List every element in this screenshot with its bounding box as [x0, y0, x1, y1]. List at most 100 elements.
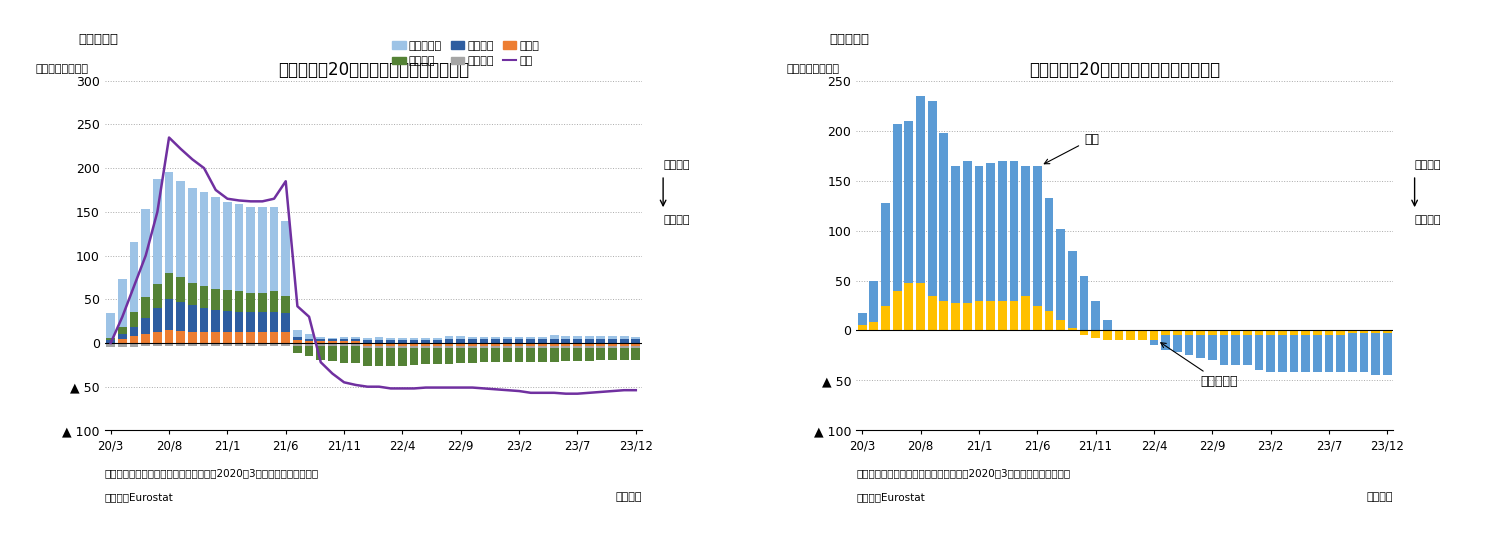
Bar [467, 345, 476, 348]
Bar [189, 331, 196, 343]
Bar [374, 345, 383, 348]
Bar [1219, 330, 1228, 365]
Bar [632, 343, 640, 345]
Bar [620, 343, 629, 345]
Bar [467, 343, 476, 345]
Bar [1371, 330, 1380, 334]
Bar [869, 280, 878, 330]
Bar [328, 341, 337, 343]
Bar [363, 338, 372, 341]
Bar [304, 338, 313, 341]
Bar [106, 341, 115, 343]
Bar [515, 339, 523, 343]
Bar [211, 310, 220, 332]
Bar [363, 341, 372, 343]
Bar [491, 343, 500, 345]
Bar [457, 345, 466, 348]
Bar [1091, 301, 1100, 330]
Bar [574, 348, 581, 362]
Bar [608, 348, 617, 360]
Bar [374, 348, 383, 366]
Bar [199, 286, 208, 308]
Bar [1010, 301, 1019, 330]
Text: 失業者減: 失業者減 [1414, 215, 1441, 225]
Bar [189, 188, 196, 282]
Bar [927, 101, 936, 330]
Bar [235, 343, 244, 345]
Bar [963, 161, 972, 330]
Bar [304, 341, 313, 343]
Bar [398, 343, 407, 345]
Bar [562, 345, 571, 348]
Bar [106, 338, 115, 341]
Bar [632, 337, 640, 339]
Bar [538, 348, 547, 362]
Bar [1278, 330, 1287, 336]
Bar [316, 339, 325, 341]
Bar [998, 301, 1007, 330]
Bar [1197, 330, 1204, 336]
Bar [433, 343, 442, 345]
Bar [526, 337, 535, 339]
Bar [515, 343, 523, 345]
Bar [141, 318, 150, 334]
Bar [1336, 330, 1345, 336]
Bar [1161, 330, 1170, 336]
Bar [352, 338, 360, 341]
Bar [270, 312, 279, 332]
Bar [1336, 330, 1345, 372]
Bar [881, 306, 890, 330]
Bar [927, 295, 936, 330]
Text: （注）季節調整値、「コロナショック（2020年3月）」からの累積人数: （注）季節調整値、「コロナショック（2020年3月）」からの累積人数 [857, 468, 1071, 478]
Bar [503, 337, 512, 339]
Bar [1149, 330, 1158, 345]
Bar [246, 332, 255, 343]
Bar [316, 345, 325, 359]
Bar [584, 336, 593, 338]
Bar [550, 345, 559, 348]
Bar [963, 302, 972, 330]
Bar [282, 343, 291, 345]
Bar [515, 348, 523, 362]
Bar [294, 341, 301, 343]
Bar [316, 341, 325, 343]
Bar [165, 173, 174, 273]
Bar [328, 338, 337, 339]
Bar [118, 334, 127, 338]
Bar [596, 348, 605, 360]
Bar [235, 312, 244, 332]
Bar [620, 336, 629, 338]
Bar [398, 345, 407, 348]
Bar [1231, 330, 1240, 365]
Bar [352, 341, 360, 343]
Bar [1103, 330, 1112, 341]
Bar [905, 121, 914, 330]
Bar [340, 341, 349, 343]
Bar [1173, 330, 1182, 352]
Bar [235, 332, 244, 343]
Bar [503, 348, 512, 362]
Bar [235, 204, 244, 292]
Bar [189, 306, 196, 331]
Text: 全体: 全体 [1044, 133, 1100, 164]
Bar [596, 345, 605, 348]
Bar [1044, 197, 1053, 330]
Bar [1324, 330, 1333, 372]
Bar [1022, 295, 1031, 330]
Bar [246, 208, 255, 293]
Bar [1219, 330, 1228, 336]
Text: 失業者増: 失業者増 [1414, 160, 1441, 170]
Bar [1126, 330, 1135, 338]
Bar [421, 348, 430, 364]
Bar [893, 124, 902, 330]
Bar [316, 343, 325, 345]
Bar [1266, 330, 1275, 372]
Bar [1360, 330, 1368, 334]
Bar [1138, 330, 1146, 341]
Bar [165, 343, 174, 345]
Bar [584, 343, 593, 345]
Bar [199, 308, 208, 332]
Bar [1080, 330, 1088, 336]
Bar [189, 282, 196, 306]
Bar [975, 301, 983, 330]
